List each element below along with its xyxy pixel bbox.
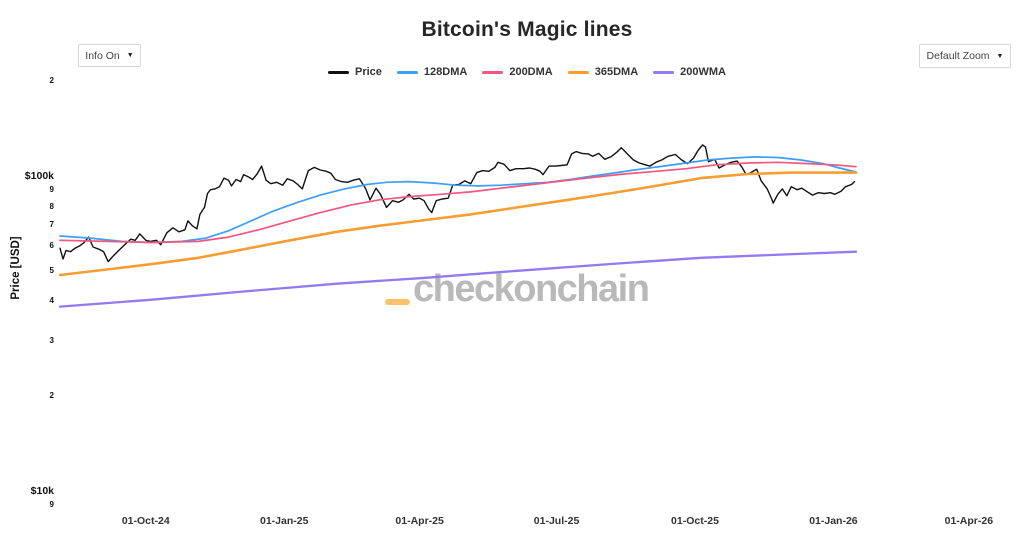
x-axis-tick-label: 01-Jul-25 <box>533 515 580 527</box>
legend-label: 200WMA <box>680 66 726 78</box>
y-axis-title: Price [USD] <box>10 236 22 300</box>
y-axis-tick-label: 9 <box>49 500 54 510</box>
chevron-down-icon: ▼ <box>996 52 1004 60</box>
chevron-down-icon: ▼ <box>126 52 134 59</box>
y-axis-tick-label: 9 <box>49 185 54 195</box>
zoom-preset-label: Default Zoom <box>926 50 990 62</box>
y-axis-tick-label: 7 <box>49 219 54 229</box>
legend-line-swatch <box>567 70 589 74</box>
legend-label: 365DMA <box>594 66 639 78</box>
legend-label: 200DMA <box>509 66 553 78</box>
chart-legend: Price 128DMA 200DMA 365DMA 200WMA <box>30 64 1024 80</box>
legend-item-128dma[interactable]: 128DMA <box>396 66 468 78</box>
y-axis-tick-label: 5 <box>49 265 54 275</box>
info-toggle-dropdown[interactable]: Info On ▼ <box>78 44 141 67</box>
info-toggle-label: Info On <box>85 49 120 62</box>
y-axis-tick-label: 8 <box>49 201 54 211</box>
y-axis-tick-label: 3 <box>49 335 54 345</box>
y-axis-tick-label: 6 <box>49 240 54 250</box>
legend-line-swatch <box>482 70 504 74</box>
y-axis-tick-label: $100k <box>24 170 54 182</box>
x-axis-tick-label: 01-Apr-25 <box>395 515 444 527</box>
page-title: Bitcoin's Magic lines <box>421 18 633 41</box>
y-axis-tick-label: 4 <box>49 296 54 306</box>
y-axis-tick-label: $10k <box>30 485 54 497</box>
legend-line-swatch <box>328 70 349 74</box>
x-axis-tick-label: 01-Oct-25 <box>671 515 719 527</box>
y-axis-tick-label: 2 <box>49 391 54 401</box>
legend-line-swatch <box>653 70 675 74</box>
x-axis-tick-label: 01-Jan-26 <box>809 515 858 527</box>
zoom-preset-dropdown[interactable]: Default Zoom ▼ <box>919 44 1011 68</box>
x-axis-tick-label: 01-Apr-26 <box>944 515 994 527</box>
x-axis-tick-label: 01-Jan-25 <box>259 515 309 527</box>
legend-item-200wma[interactable]: 200WMA <box>653 66 726 78</box>
plot-area[interactable] <box>60 75 1014 508</box>
x-axis-tick-label: 01-Oct-24 <box>121 515 170 527</box>
legend-item-365dma[interactable]: 365DMA <box>567 66 639 78</box>
legend-item-200dma[interactable]: 200DMA <box>482 66 553 78</box>
legend-line-swatch <box>396 70 418 74</box>
legend-item-price[interactable]: Price <box>328 66 382 78</box>
legend-label: Price <box>355 66 382 78</box>
legend-label: 128DMA <box>423 66 468 78</box>
